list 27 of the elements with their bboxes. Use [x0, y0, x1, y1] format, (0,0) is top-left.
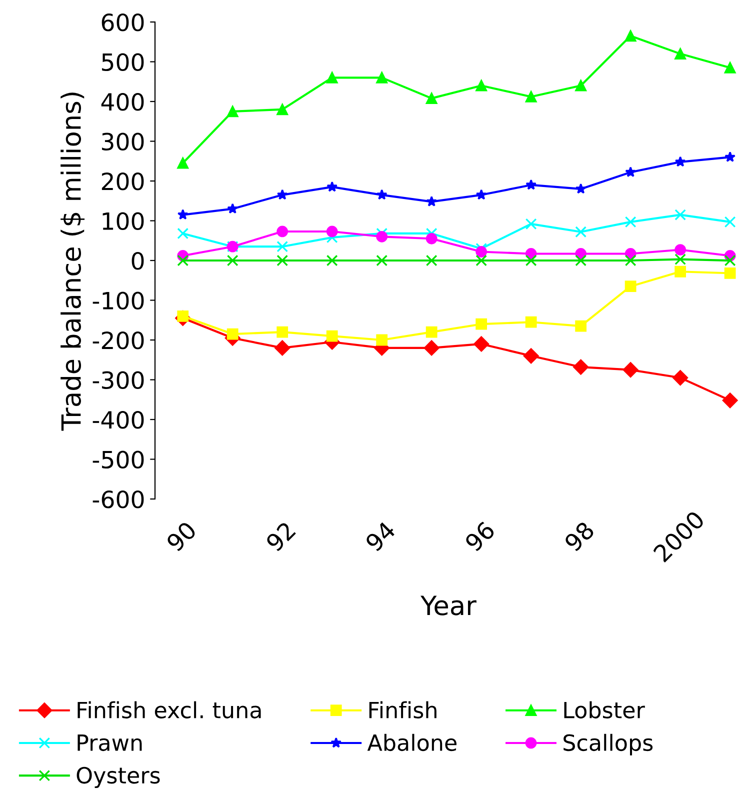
x-axis-title: Year [420, 596, 476, 616]
y-tick-label: 400 [101, 92, 144, 111]
y-tick-label: 200 [102, 172, 144, 190]
legend-label: Oysters [76, 766, 160, 788]
y-tick-label: 0 [132, 252, 144, 270]
y-tick-label: -200 [92, 331, 144, 350]
y-tick-label: -400 [92, 410, 144, 429]
y-tick-label: 100 [102, 212, 144, 230]
x-tick-label: 94 [364, 520, 396, 552]
legend-label: Scallops [564, 734, 653, 756]
y-tick-label: 300 [102, 132, 144, 151]
y-axis-title: Trade balance ($ millions) [60, 92, 85, 431]
x-tick-label: 98 [563, 520, 596, 552]
x-tick-label: 90 [166, 520, 198, 552]
y-tick-label: -100 [92, 292, 144, 310]
legend-label: Abalone [367, 734, 456, 752]
legend-label: Finfish excl. tuna [78, 701, 261, 718]
x-tick-label: 92 [264, 521, 296, 552]
x-tick-label: 96 [464, 520, 496, 552]
legend-label: Prawn [78, 734, 142, 752]
legend-label: Finfish [369, 701, 436, 718]
y-tick-label: -600 [92, 490, 144, 508]
y-tick-label: 500 [102, 53, 144, 72]
y-tick-label: -300 [92, 371, 144, 390]
y-tick-label: 600 [102, 13, 144, 32]
legend-label: Lobster [564, 701, 645, 718]
y-tick-label: -500 [92, 450, 144, 469]
